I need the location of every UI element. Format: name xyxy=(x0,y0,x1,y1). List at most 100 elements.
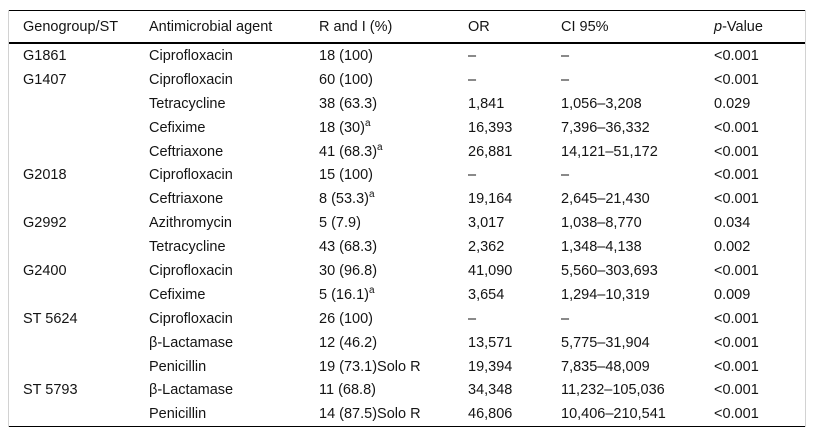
p-value-cell: 0.029 xyxy=(714,95,751,112)
p-value-cell: <0.001 xyxy=(714,71,759,88)
p-value-cell: <0.001 xyxy=(714,382,759,399)
ci95-cell: – xyxy=(561,167,570,184)
table-row: G1407 Ciprofloxacin 60 (100) – – <0.001 xyxy=(9,68,805,92)
agent-cell: Ciprofloxacin xyxy=(149,262,233,279)
table-row: G2018 Ciprofloxacin 15 (100) – – <0.001 xyxy=(9,163,805,187)
col-header-genogroup: Genogroup/ST xyxy=(9,10,149,44)
genogroup-cell: ST 5624 xyxy=(23,310,78,327)
agent-cell: Ciprofloxacin xyxy=(149,71,233,88)
col-header-or: OR xyxy=(468,10,561,44)
p-value-cell: <0.001 xyxy=(714,310,759,327)
table-row: Tetracycline 43 (68.3) 2,362 1,348–4,138 0.0… xyxy=(9,235,805,259)
p-value-cell: <0.001 xyxy=(714,334,759,351)
r-and-i-cell: 15 (100) xyxy=(319,167,374,184)
table-row: Cefixime 5 (16.1)a 3,654 1,294–10,319 0.009 xyxy=(9,283,805,307)
table-row: Penicillin 14 (87.5)Solo R 46,806 10,406–21… xyxy=(9,402,805,426)
ci95-cell: 5,775–31,904 xyxy=(561,334,650,351)
col-header-r-and-i: R and I (%) xyxy=(319,10,468,44)
or-cell: – xyxy=(468,47,477,64)
ci95-cell: 1,348–4,138 xyxy=(561,239,642,256)
r-and-i-cell: 14 (87.5)Solo R xyxy=(319,406,421,423)
ci95-cell: – xyxy=(561,71,570,88)
ci95-cell: 1,294–10,319 xyxy=(561,286,650,303)
p-value-cell: 0.009 xyxy=(714,286,751,303)
genogroup-cell xyxy=(9,355,149,379)
agent-cell: Azithromycin xyxy=(149,215,232,232)
agent-cell: Penicillin xyxy=(149,358,207,375)
or-cell: 2,362 xyxy=(468,239,505,256)
col-header-agent: Antimicrobial agent xyxy=(149,10,319,44)
ci95-cell: 10,406–210,541 xyxy=(561,406,666,423)
or-cell: 19,164 xyxy=(468,191,513,208)
p-value-cell: <0.001 xyxy=(714,47,759,64)
ci95-cell: 14,121–51,172 xyxy=(561,143,658,160)
table-row: Ceftriaxone 8 (53.3)a 19,164 2,645–21,430 <0… xyxy=(9,187,805,211)
or-cell: – xyxy=(468,167,477,184)
agent-cell: Ceftriaxone xyxy=(149,191,224,208)
genogroup-cell: G2018 xyxy=(23,167,67,184)
ci95-cell: 2,645–21,430 xyxy=(561,191,650,208)
table-row: G2400 Ciprofloxacin 30 (96.8) 41,090 5,560–3… xyxy=(9,259,805,283)
antimicrobial-resistance-table: Genogroup/ST Antimicrobial agent R and I (… xyxy=(8,10,806,428)
agent-cell: Tetracycline xyxy=(149,95,226,112)
genogroup-cell xyxy=(9,92,149,116)
ci95-cell: 1,056–3,208 xyxy=(561,95,642,112)
or-cell: 13,571 xyxy=(468,334,513,351)
agent-cell: Ciprofloxacin xyxy=(149,47,233,64)
r-and-i-cell: 41 (68.3)a xyxy=(319,141,383,160)
agent-cell: Cefixime xyxy=(149,286,206,303)
genogroup-cell: G2992 xyxy=(23,215,67,232)
genogroup-cell xyxy=(9,283,149,307)
or-cell: 3,654 xyxy=(468,286,505,303)
r-and-i-cell: 11 (68.8) xyxy=(319,382,376,399)
footnote-marker: a xyxy=(368,189,375,201)
genogroup-cell xyxy=(9,187,149,211)
genogroup-cell xyxy=(9,116,149,140)
footnote-marker: a xyxy=(377,141,383,153)
p-value-cell: <0.001 xyxy=(714,143,759,160)
p-value-cell: <0.001 xyxy=(714,119,759,136)
data-table: Genogroup/ST Antimicrobial agent R and I (… xyxy=(9,10,805,428)
table-row: G2992 Azithromycin 5 (7.9) 3,017 1,038–8,770… xyxy=(9,211,805,235)
or-cell: 3,017 xyxy=(468,215,505,232)
table-row: Tetracycline 38 (63.3) 1,841 1,056–3,208 0.0… xyxy=(9,92,805,116)
table-row: G1861 Ciprofloxacin 18 (100) – – <0.001 xyxy=(9,43,805,68)
or-cell: – xyxy=(468,310,477,327)
or-cell: 34,348 xyxy=(468,382,513,399)
r-and-i-cell: 5 (16.1)a xyxy=(319,285,375,303)
r-and-i-cell: 5 (7.9) xyxy=(319,215,361,232)
header-row: Genogroup/ST Antimicrobial agent R and I (… xyxy=(9,10,805,44)
ci95-cell: 7,835–48,009 xyxy=(561,358,650,375)
footnote-marker: a xyxy=(364,117,371,129)
genogroup-cell: G1861 xyxy=(23,47,67,64)
ci95-cell: 1,038–8,770 xyxy=(561,215,642,232)
agent-cell: Ciprofloxacin xyxy=(149,310,233,327)
table-row: Penicillin 19 (73.1)Solo R 19,394 7,835–48,… xyxy=(9,355,805,379)
or-cell: 19,394 xyxy=(468,358,513,375)
r-and-i-cell: 30 (96.8) xyxy=(319,262,378,279)
agent-cell: Ciprofloxacin xyxy=(149,167,233,184)
r-and-i-cell: 60 (100) xyxy=(319,71,374,88)
agent-cell: Ceftriaxone xyxy=(149,143,224,160)
ci95-cell: – xyxy=(561,47,570,64)
p-value-cell: 0.034 xyxy=(714,215,751,232)
or-cell: – xyxy=(468,71,477,88)
ci95-cell: 11,232–105,036 xyxy=(561,382,665,399)
table-row: ST 5793 β-Lactamase 11 (68.8) 34,348 11,232–… xyxy=(9,378,805,402)
genogroup-cell: G2400 xyxy=(23,262,67,279)
table-body: G1861 Ciprofloxacin 18 (100) – – <0.001 G1407 C… xyxy=(9,43,805,427)
genogroup-cell: ST 5793 xyxy=(23,382,78,399)
or-cell: 26,881 xyxy=(468,143,513,160)
italic-p: p xyxy=(714,18,723,35)
table-header: Genogroup/ST Antimicrobial agent R and I (… xyxy=(9,10,805,44)
genogroup-cell xyxy=(9,331,149,355)
p-value-cell: <0.001 xyxy=(714,262,759,279)
p-value-cell: <0.001 xyxy=(714,167,759,184)
r-and-i-cell: 43 (68.3) xyxy=(319,239,378,256)
footnote-marker: a xyxy=(368,285,375,297)
genogroup-cell xyxy=(9,402,149,426)
p-value-cell: 0.002 xyxy=(714,239,751,256)
r-and-i-cell: 26 (100) xyxy=(319,310,374,327)
col-header-ci95: CI 95% xyxy=(561,10,714,44)
agent-cell: Cefixime xyxy=(149,119,206,136)
